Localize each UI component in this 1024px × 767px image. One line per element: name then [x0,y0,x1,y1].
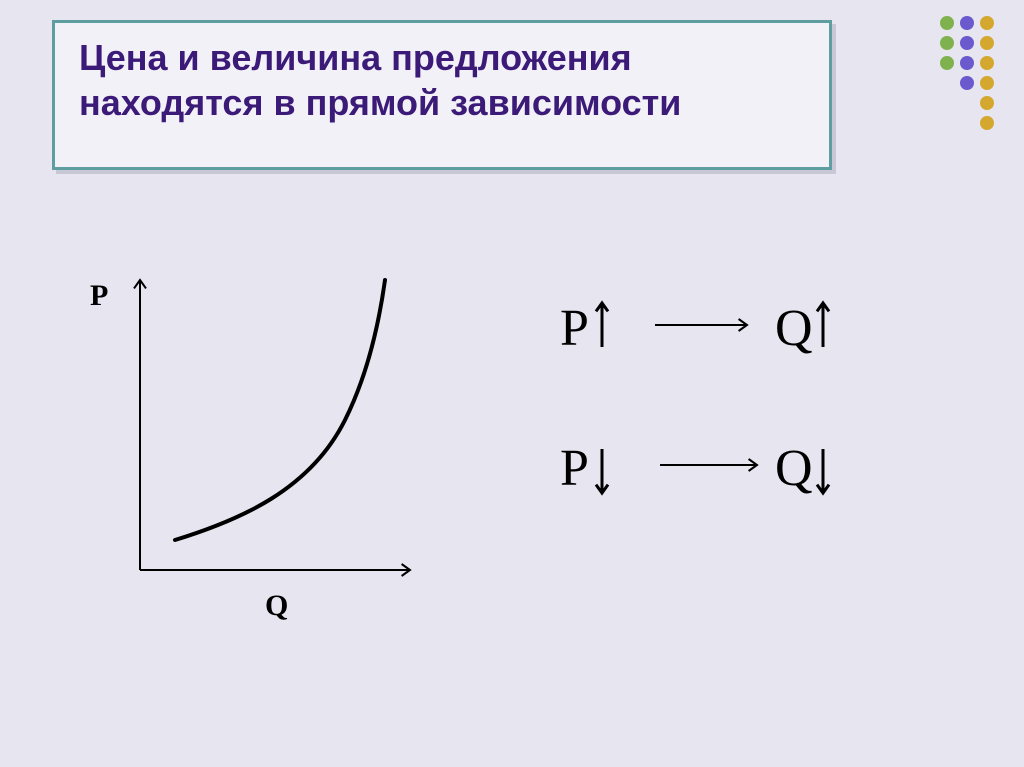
slide: Цена и величина предложения находятся в … [0,0,1024,767]
slide-title: Цена и величина предложения находятся в … [79,35,805,125]
formula-area: PQPQ [560,295,940,555]
formula-row-0: PQ [560,295,920,375]
decor-dot [980,76,994,90]
decor-dot [980,116,994,130]
decor-dot [980,16,994,30]
title-box: Цена и величина предложения находятся в … [52,20,832,170]
decor-dot [960,36,974,50]
formula-p-symbol: P [560,440,589,497]
formula-q-symbol: Q [775,440,813,497]
axis-p-label: P [90,279,108,312]
chart-svg: PQ [80,270,440,630]
decor-dot [940,56,954,70]
decor-dot [980,36,994,50]
supply-chart: PQ [80,270,440,630]
formula-row-1: PQ [560,435,920,515]
formula-q-symbol: Q [775,300,813,357]
formula-p-symbol: P [560,300,589,357]
decor-dot [940,16,954,30]
decor-dot [960,16,974,30]
decor-dot [960,56,974,70]
decor-dot [940,36,954,50]
axis-q-label: Q [265,589,288,622]
decor-dot [980,96,994,110]
decor-dot [980,56,994,70]
decor-dots [940,16,1000,136]
decor-dot [960,76,974,90]
